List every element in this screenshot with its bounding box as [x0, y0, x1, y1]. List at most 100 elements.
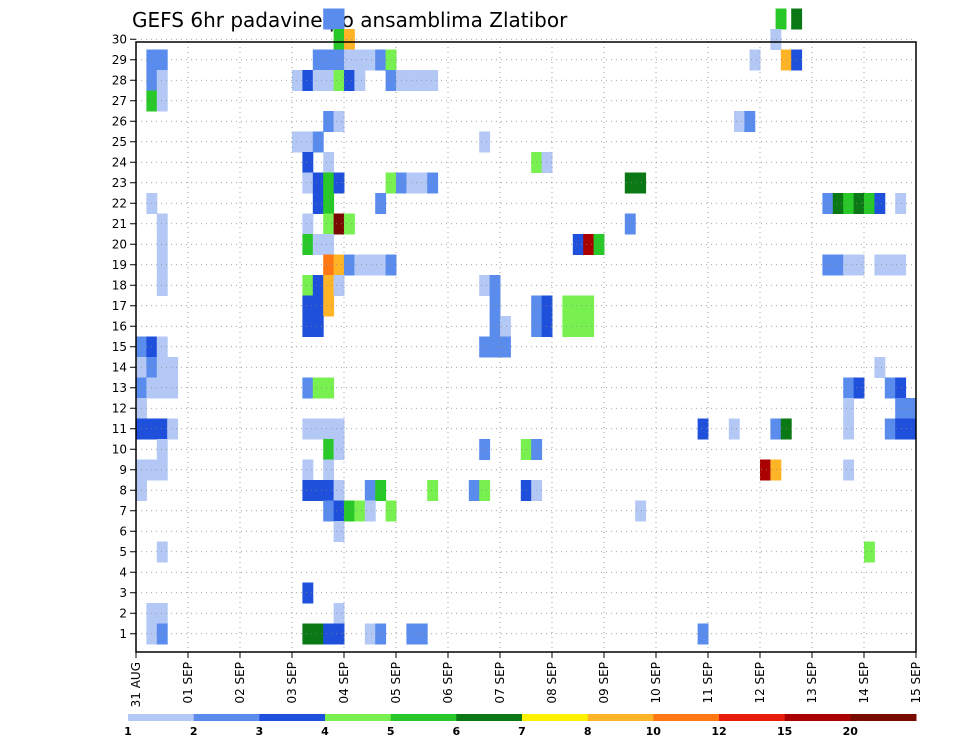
heatmap-cell-95	[874, 254, 886, 276]
colorbar-label: 12	[711, 725, 726, 738]
heatmap-cell-42	[312, 131, 324, 153]
heatmap-cell-71	[302, 213, 314, 235]
heatmap-cell-39	[744, 111, 756, 132]
heatmap-cell-211	[364, 623, 376, 645]
heatmap-cell-43	[479, 131, 491, 153]
x-tick-label: 04 SEP	[337, 662, 351, 704]
x-tick-label: 15 SEP	[909, 662, 923, 704]
heatmap-cell-174	[302, 459, 314, 481]
heatmap-cell-89	[375, 254, 387, 276]
y-tick-label: 11	[112, 422, 127, 436]
heatmap-cell-162	[884, 418, 896, 440]
y-tick-label: 18	[112, 278, 127, 292]
heatmap-cell-177	[770, 459, 782, 481]
heatmap-cell-197	[635, 500, 647, 522]
heatmap-cell-55	[416, 172, 428, 194]
heatmap-cell-69	[895, 193, 907, 214]
heatmap-cell-83	[156, 254, 168, 276]
heatmap-cell-70	[156, 213, 168, 235]
heatmap-cell-186	[427, 480, 439, 501]
y-tick-label: 16	[112, 319, 127, 333]
heatmap-cell-22	[292, 70, 303, 91]
y-tick-label: 19	[112, 258, 127, 272]
heatmap-cell-65	[843, 193, 855, 214]
y-tick-label: 2	[119, 606, 127, 620]
y-tick-label: 22	[112, 196, 127, 210]
heatmap-cell-128	[500, 336, 511, 358]
heatmap-cell-184	[364, 480, 376, 501]
y-tick-label: 6	[119, 524, 127, 538]
heatmap-cell-102	[333, 275, 345, 296]
heatmap-cell-143	[884, 377, 896, 399]
colorbar-label: 2	[190, 725, 198, 738]
y-tick-label: 28	[112, 73, 127, 87]
heatmap-cell-140	[323, 377, 335, 399]
heatmap-cell-84	[323, 254, 335, 276]
heatmap-cell-56	[427, 172, 439, 194]
heatmap-cell-161	[843, 418, 855, 440]
x-tick-label: 03 SEP	[285, 662, 299, 704]
y-tick-label: 1	[119, 627, 127, 641]
heatmap-cell-28	[354, 70, 366, 91]
heatmap-cell-81	[583, 234, 595, 255]
heatmap-cell-122	[583, 316, 595, 337]
x-tick-label: 02 SEP	[233, 662, 247, 704]
heatmap-cell-127	[489, 336, 501, 358]
x-tick-label: 11 SEP	[701, 662, 715, 704]
colorbar-swatch-12	[850, 714, 917, 721]
x-tick-label: 12 SEP	[753, 662, 767, 704]
heatmap-cell-204	[333, 603, 345, 624]
heatmap-cell-68	[874, 193, 886, 214]
heatmap-cell-180	[302, 480, 314, 501]
heatmap-cell-112	[572, 295, 584, 317]
x-tick-label: 05 SEP	[389, 662, 403, 704]
heatmap-cell-2	[775, 8, 787, 30]
heatmap-cell-88	[364, 254, 376, 276]
colorbar-label: 6	[452, 725, 460, 738]
colorbar-label: 15	[777, 725, 792, 738]
y-tick-label: 8	[119, 483, 127, 497]
heatmap-cell-108	[489, 295, 501, 317]
heatmap-cell-6	[770, 29, 782, 50]
heatmap-cell-107	[323, 295, 335, 317]
heatmap-cell-98	[156, 275, 168, 296]
heatmap-cell-138	[302, 377, 314, 399]
y-tick-label: 20	[112, 237, 127, 251]
heatmap-cell-24	[312, 70, 324, 91]
heatmap-cell-79	[323, 234, 335, 255]
y-tick-label: 23	[112, 176, 127, 190]
heatmap-cell-9	[312, 49, 324, 71]
heatmap-cell-17	[749, 49, 761, 71]
heatmap-cell-23	[302, 70, 314, 91]
heatmap-cell-214	[416, 623, 428, 645]
heatmap-cell-173	[156, 459, 168, 481]
heatmap-cell-76	[156, 234, 168, 255]
heatmap-cell-37	[333, 111, 345, 132]
x-tick-label: 10 SEP	[649, 662, 663, 704]
heatmap-cell-191	[323, 500, 335, 522]
heatmap-cell-47	[541, 152, 553, 173]
y-tick-label: 13	[112, 381, 127, 395]
heatmap-cell-212	[375, 623, 387, 645]
heatmap-cell-139	[312, 377, 324, 399]
y-tick-label: 4	[119, 565, 127, 579]
colorbar-swatch-11	[784, 714, 851, 721]
grid-lines	[136, 38, 916, 652]
heatmap-cell-110	[541, 295, 553, 317]
heatmap-cell-156	[333, 418, 345, 440]
heatmap-cell-151	[156, 418, 168, 440]
heatmap-cell-131	[156, 357, 168, 378]
heatmap-cell-200	[864, 541, 875, 563]
heatmap-cell-147	[895, 398, 907, 419]
y-tick-label: 27	[112, 94, 127, 108]
heatmap-cell-91	[822, 254, 834, 276]
heatmap-cell-0	[323, 8, 335, 30]
heatmap-cell-73	[333, 213, 345, 235]
heatmap-cell-21	[156, 70, 168, 91]
heatmap-cell-72	[323, 213, 335, 235]
colorbar-swatch-4	[325, 714, 392, 721]
heatmap-cell-25	[323, 70, 335, 91]
y-tick-label: 17	[112, 299, 127, 313]
y-tick-label: 5	[119, 545, 127, 559]
y-tick-label: 29	[112, 53, 127, 67]
